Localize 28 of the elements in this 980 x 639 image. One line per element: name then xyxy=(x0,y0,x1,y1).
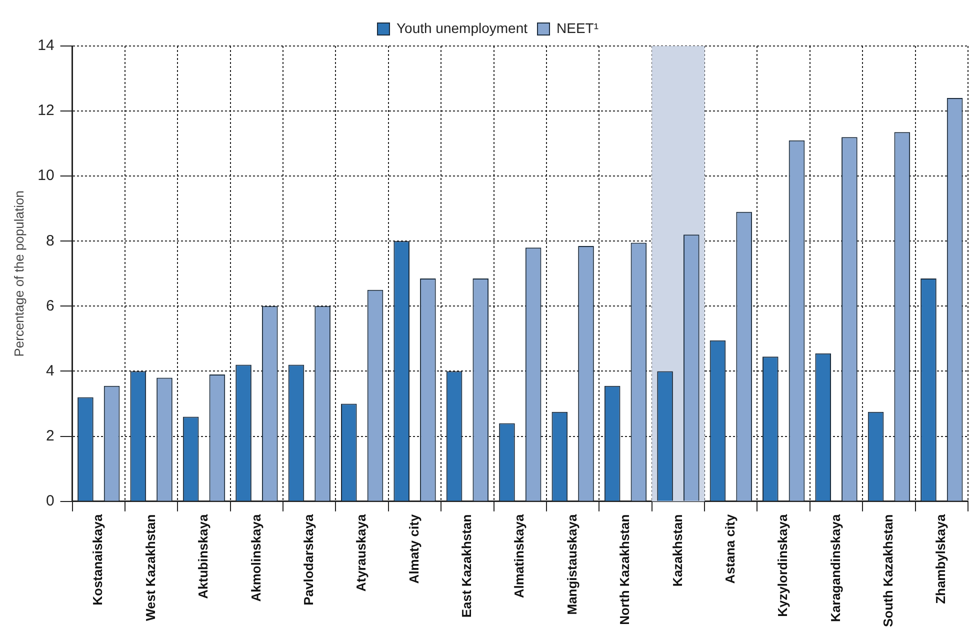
x-tick-label: Kazakhstan xyxy=(670,514,685,587)
x-tick-label: Astana city xyxy=(722,514,738,584)
x-tick-label: East Kazakhstan xyxy=(459,514,474,618)
x-tick-label: Kostanaiskaya xyxy=(90,514,106,606)
y-tick-label: 6 xyxy=(46,297,54,314)
x-tick-label: West Kazakhstan xyxy=(142,514,158,622)
x-tick-label: Almatinskaya xyxy=(512,514,527,598)
y-tick-label: 14 xyxy=(38,37,54,54)
y-tick-label: 0 xyxy=(46,492,54,510)
x-tick-label: Pavlodarskaya xyxy=(300,514,316,606)
y-tick-label: 12 xyxy=(38,102,54,120)
legend-label: Youth unemployment xyxy=(396,20,528,36)
x-tick-label: Akmolinskaya xyxy=(248,514,264,602)
x-tick-label: Almaty city xyxy=(406,514,422,584)
x-tick-label: Karagandinskaya xyxy=(828,514,843,622)
x-tick-label: Kyzylordinskaya xyxy=(775,514,790,617)
y-tick-label: 8 xyxy=(46,232,54,250)
y-tick-label: 2 xyxy=(46,427,54,444)
y-tick-label: 10 xyxy=(38,167,54,184)
x-tick-label: North Kazakhstan xyxy=(617,514,632,625)
y-axis-title: Percentage of the population xyxy=(11,190,26,357)
x-tick-label: Aktubinskaya xyxy=(196,514,211,599)
x-tick-label: Mangistauskaya xyxy=(564,514,580,615)
legend-label: NEET¹ xyxy=(556,20,599,36)
x-tick-label: Zhambylskaya xyxy=(933,514,948,604)
x-tick-label: South Kazakhstan xyxy=(880,514,896,628)
x-tick-label: Atyrauskaya xyxy=(354,514,369,592)
y-tick-label: 4 xyxy=(46,362,54,380)
